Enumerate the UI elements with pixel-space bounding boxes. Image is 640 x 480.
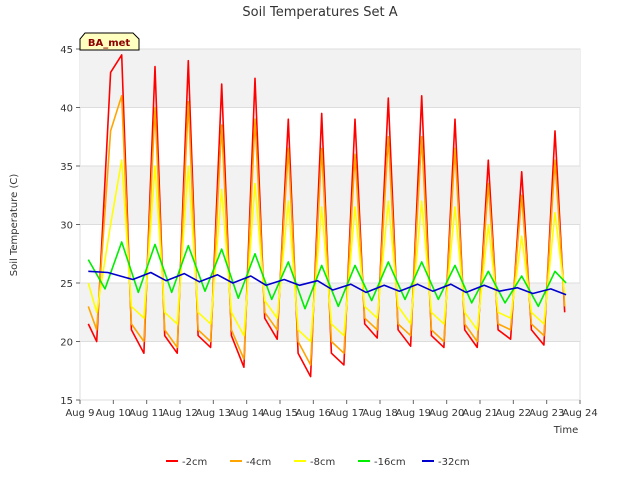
x-tick-label: Aug 16 — [296, 408, 331, 419]
legend-item: -16cm — [358, 457, 406, 468]
x-tick-label: Aug 20 — [429, 408, 464, 419]
y-tick-label: 30 — [60, 221, 73, 232]
x-tick-label: Aug 14 — [229, 408, 264, 419]
x-tick-label: Aug 21 — [462, 408, 497, 419]
badge-label: BA_met — [88, 38, 131, 49]
y-tick-label: 15 — [60, 396, 73, 407]
plot-band — [80, 166, 580, 225]
x-tick-label: Aug 23 — [529, 408, 564, 419]
x-tick-label: Aug 22 — [496, 408, 531, 419]
x-tick-label: Aug 17 — [329, 408, 364, 419]
legend-item: -2cm — [166, 457, 207, 468]
x-tick-label: Aug 12 — [162, 408, 197, 419]
series-lines — [87, 54, 567, 378]
x-axis-label: Time — [553, 425, 578, 436]
legend: -2cm -4cm -8cm -16cm -32cm — [166, 457, 470, 468]
y-tick-label: 35 — [60, 162, 73, 173]
x-tick-label: Aug 10 — [96, 408, 131, 419]
y-tick-label: 20 — [60, 338, 73, 349]
plot-band — [80, 49, 580, 108]
y-tick-label: 45 — [60, 45, 73, 56]
badge-box — [79, 32, 140, 51]
legend-item: -8cm — [294, 457, 335, 468]
x-tick-label: Aug 15 — [262, 408, 297, 419]
legend-label: -2cm — [182, 457, 207, 468]
y-tick-label: 25 — [60, 279, 73, 290]
legend-label: -32cm — [438, 457, 470, 468]
x-tick-label: Aug 11 — [129, 408, 164, 419]
badge: BA_met — [79, 32, 140, 51]
legend-item: -32cm — [422, 457, 470, 468]
x-tick-label: Aug 18 — [362, 408, 397, 419]
legend-label: -16cm — [374, 457, 406, 468]
series-line-16cm — [87, 241, 567, 310]
series-line-8cm — [87, 159, 566, 343]
legend-label: -4cm — [246, 457, 271, 468]
y-axis-label: Soil Temperature (C) — [9, 174, 20, 277]
x-tick-label: Aug 24 — [562, 408, 597, 419]
y-tick-label: 40 — [60, 104, 73, 115]
legend-item: -4cm — [230, 457, 271, 468]
x-tick-label: Aug 9 — [65, 408, 94, 419]
series-line-32cm — [88, 270, 567, 296]
series-line-4cm — [87, 95, 566, 366]
x-tick-label: Aug 13 — [196, 408, 231, 419]
y-axis-ticks: 15 20 25 30 35 40 45 — [60, 45, 80, 407]
legend-label: -8cm — [310, 457, 335, 468]
x-tick-label: Aug 19 — [396, 408, 431, 419]
chart-title: Soil Temperatures Set A — [242, 5, 397, 20]
